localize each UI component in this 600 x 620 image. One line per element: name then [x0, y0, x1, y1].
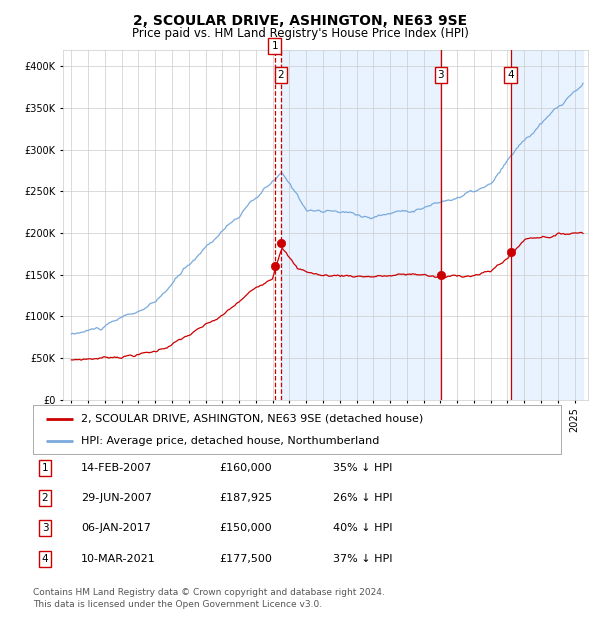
Text: 2: 2 — [278, 69, 284, 79]
Text: Price paid vs. HM Land Registry's House Price Index (HPI): Price paid vs. HM Land Registry's House … — [131, 27, 469, 40]
Text: 1: 1 — [41, 463, 49, 473]
Text: 2: 2 — [41, 493, 49, 503]
Text: 4: 4 — [41, 554, 49, 564]
Text: 29-JUN-2007: 29-JUN-2007 — [81, 493, 152, 503]
Text: £177,500: £177,500 — [219, 554, 272, 564]
Text: 35% ↓ HPI: 35% ↓ HPI — [333, 463, 392, 473]
Text: This data is licensed under the Open Government Licence v3.0.: This data is licensed under the Open Gov… — [33, 600, 322, 609]
Text: 10-MAR-2021: 10-MAR-2021 — [81, 554, 156, 564]
Text: 3: 3 — [41, 523, 49, 533]
Text: 14-FEB-2007: 14-FEB-2007 — [81, 463, 152, 473]
Text: 4: 4 — [508, 69, 514, 79]
Text: £187,925: £187,925 — [219, 493, 272, 503]
Text: 3: 3 — [437, 69, 444, 79]
Text: £160,000: £160,000 — [219, 463, 272, 473]
Bar — [281, 50, 441, 400]
Bar — [511, 50, 583, 400]
Text: Contains HM Land Registry data © Crown copyright and database right 2024.: Contains HM Land Registry data © Crown c… — [33, 588, 385, 597]
Text: 37% ↓ HPI: 37% ↓ HPI — [333, 554, 392, 564]
Text: 26% ↓ HPI: 26% ↓ HPI — [333, 493, 392, 503]
Text: 1: 1 — [271, 41, 278, 51]
Text: 2, SCOULAR DRIVE, ASHINGTON, NE63 9SE: 2, SCOULAR DRIVE, ASHINGTON, NE63 9SE — [133, 14, 467, 28]
Text: 2, SCOULAR DRIVE, ASHINGTON, NE63 9SE (detached house): 2, SCOULAR DRIVE, ASHINGTON, NE63 9SE (d… — [80, 414, 423, 423]
Text: HPI: Average price, detached house, Northumberland: HPI: Average price, detached house, Nort… — [80, 436, 379, 446]
Text: £150,000: £150,000 — [219, 523, 272, 533]
Text: 06-JAN-2017: 06-JAN-2017 — [81, 523, 151, 533]
Text: 40% ↓ HPI: 40% ↓ HPI — [333, 523, 392, 533]
